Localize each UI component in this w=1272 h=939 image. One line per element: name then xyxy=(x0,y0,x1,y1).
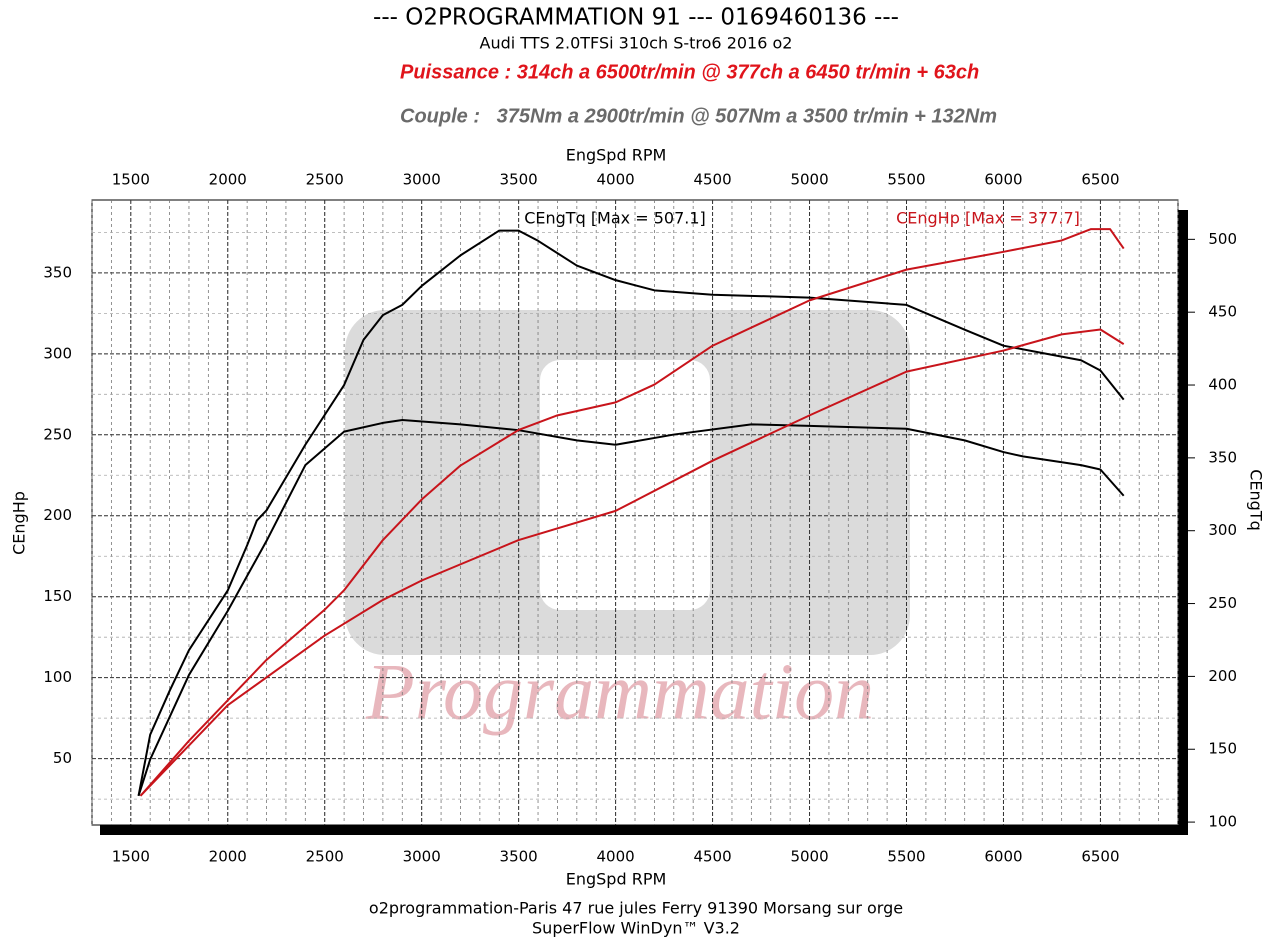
y2-tick-label: 200 xyxy=(1208,667,1237,685)
x-axis-label: EngSpd RPM xyxy=(566,870,667,889)
x-tick-label: 4000 xyxy=(597,171,635,189)
y-axis-label: CEngHp xyxy=(10,491,29,555)
y-tick-label: 300 xyxy=(43,344,72,362)
y2-tick-label: 100 xyxy=(1208,813,1237,831)
x-tick-label: 5000 xyxy=(790,171,828,189)
x-tick-label: 6500 xyxy=(1081,848,1119,866)
y-tick-label: 250 xyxy=(43,425,72,443)
y2-tick-label: 500 xyxy=(1208,230,1237,248)
chart-subtitle: Audi TTS 2.0TFSi 310ch S-tro6 2016 o2 xyxy=(480,34,793,53)
x-tick-label: 3500 xyxy=(500,848,538,866)
y2-tick-label: 300 xyxy=(1208,521,1237,539)
y2-tick-label: 350 xyxy=(1208,448,1237,466)
y-tick-label: 200 xyxy=(43,506,72,524)
x-tick-label: 1500 xyxy=(112,171,150,189)
footer: SuperFlow WinDyn™ V3.2 xyxy=(532,919,740,938)
legend-entry: CEngHp [Max = 377.7] xyxy=(896,209,1080,228)
x-tick-label: 5500 xyxy=(887,848,925,866)
y-tick-label: 100 xyxy=(43,668,72,686)
series-line xyxy=(137,418,1125,797)
x-tick-label: 3000 xyxy=(403,848,441,866)
x-tick-label: 4500 xyxy=(693,171,731,189)
y2-tick-label: 450 xyxy=(1208,303,1237,321)
series-line xyxy=(137,229,1125,797)
chart-title: --- O2PROGRAMMATION 91 --- 0169460136 --… xyxy=(373,5,899,31)
marks xyxy=(137,228,1125,797)
annotation: Couple : 375Nm a 2900tr/min @ 507Nm a 35… xyxy=(400,105,997,127)
annotation: Puissance : 314ch a 6500tr/min @ 377ch a… xyxy=(400,61,979,83)
y2-tick-label: 250 xyxy=(1208,594,1237,612)
y2-axis-label: CEngTq xyxy=(1247,469,1266,531)
x-tick-label: 6500 xyxy=(1081,171,1119,189)
series-line xyxy=(139,328,1125,797)
y-tick-label: 50 xyxy=(53,749,72,767)
x-tick-label: 3000 xyxy=(403,171,441,189)
series-line xyxy=(139,228,1125,797)
x-tick-label: 6000 xyxy=(984,171,1022,189)
y2-tick-label: 150 xyxy=(1208,740,1237,758)
x-tick-label: 2000 xyxy=(209,171,247,189)
x-tick-label: 4000 xyxy=(597,848,635,866)
x-tick-label: 6000 xyxy=(984,848,1022,866)
x-tick-label: 5000 xyxy=(790,848,828,866)
y2-tick-label: 400 xyxy=(1208,376,1237,394)
x-tick-label: 5500 xyxy=(887,171,925,189)
x-tick-label: 2000 xyxy=(209,848,247,866)
x-axis-label-top: EngSpd RPM xyxy=(566,146,667,165)
y-tick-label: 350 xyxy=(43,263,72,281)
footer: o2programmation-Paris 47 rue jules Ferry… xyxy=(369,899,903,918)
legend-entry: CEngTq [Max = 507.1] xyxy=(524,209,706,228)
x-tick-label: 2500 xyxy=(306,848,344,866)
x-tick-label: 4500 xyxy=(693,848,731,866)
logo xyxy=(345,310,910,655)
frame-shadow xyxy=(100,825,1188,835)
x-tick-label: 3500 xyxy=(500,171,538,189)
x-tick-label: 2500 xyxy=(306,171,344,189)
watermark: Programmation xyxy=(365,648,874,736)
frame-shadow xyxy=(1178,210,1188,835)
x-tick-label: 1500 xyxy=(112,848,150,866)
y-tick-label: 150 xyxy=(43,587,72,605)
